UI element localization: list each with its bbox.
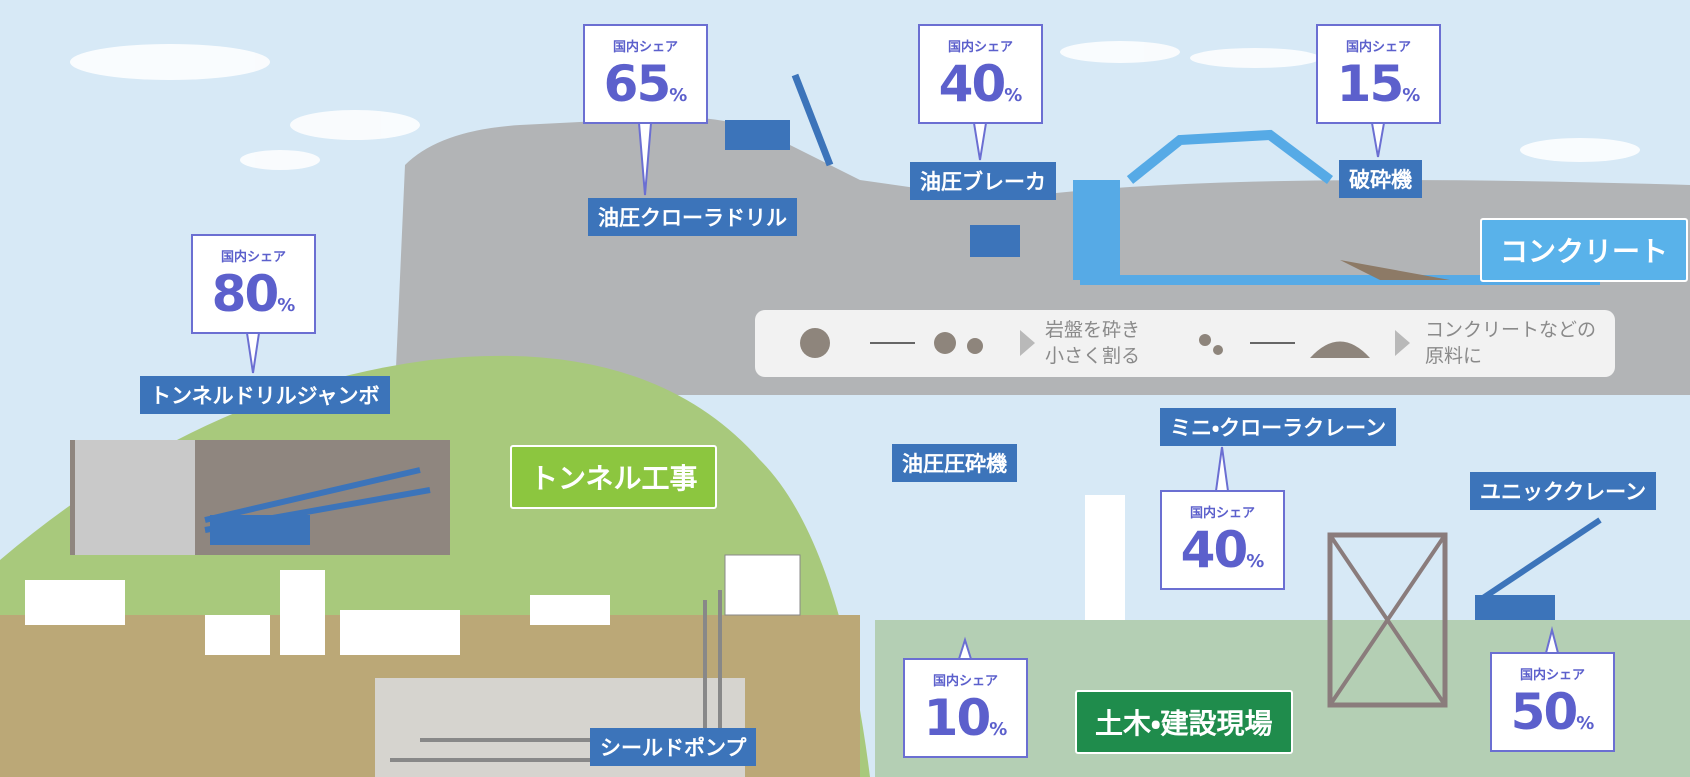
pointer <box>247 333 259 373</box>
product-label: 破砕機 <box>1339 160 1422 198</box>
share-unit: % <box>1246 551 1264 572</box>
share-value: 80% <box>193 265 314 335</box>
product-label: 油圧圧砕機 <box>892 444 1017 482</box>
share-number: 80 <box>212 265 278 323</box>
process-text: コンクリートなどの原料に <box>1425 317 1596 369</box>
product-label: ユニッククレーン <box>1470 472 1656 510</box>
share-value: 50% <box>1492 683 1613 753</box>
share-unit: % <box>277 295 295 316</box>
process-text: 岩盤を砕き小さく割る <box>1045 317 1140 369</box>
share-label: 国内シェア <box>1492 664 1613 683</box>
share-number: 50 <box>1511 683 1577 741</box>
share-label: 国内シェア <box>920 36 1041 55</box>
process-line: コンクリートなどの <box>1425 317 1596 343</box>
share-unit: % <box>1004 85 1022 106</box>
share-unit: % <box>669 85 687 106</box>
crawler-drill <box>725 120 790 150</box>
product-label: 油圧ブレーカ <box>910 162 1056 200</box>
share-label: 国内シェア <box>585 36 706 55</box>
product-label: ミニ・クローラクレーン <box>1160 408 1396 446</box>
share-unit: % <box>989 719 1007 740</box>
share-number: 65 <box>604 55 670 113</box>
share-number: 15 <box>1337 55 1403 113</box>
process-line: 小さく割る <box>1045 343 1140 369</box>
share-unit: % <box>1402 85 1420 106</box>
share-label: 国内シェア <box>1162 502 1283 521</box>
share-value: 40% <box>920 55 1041 125</box>
share-label: 国内シェア <box>1318 36 1439 55</box>
truck <box>1475 595 1555 620</box>
share-label: 国内シェア <box>193 246 314 265</box>
process-line: 原料に <box>1425 343 1596 369</box>
product-label: トンネルドリルジャンボ <box>140 376 390 414</box>
tunnel-ring <box>75 440 195 555</box>
share-number: 40 <box>1181 521 1247 579</box>
pump-house <box>725 555 800 615</box>
pointer <box>1372 123 1384 157</box>
process-line: 岩盤を砕き <box>1045 317 1140 343</box>
share-value: 65% <box>585 55 706 125</box>
product-label: 油圧クローラドリル <box>588 198 797 236</box>
drill-jumbo-body <box>210 515 310 545</box>
infographic: 国内シェア65%油圧クローラドリル国内シェア40%油圧ブレーカ国内シェア15%破… <box>0 0 1690 777</box>
product-label: シールドポンプ <box>590 728 756 766</box>
building <box>1085 495 1125 620</box>
share-value: 40% <box>1162 521 1283 591</box>
share-unit: % <box>1576 713 1594 734</box>
share-number: 10 <box>924 689 990 747</box>
unic-crane <box>1480 520 1600 600</box>
share-label: 国内シェア <box>905 670 1026 689</box>
pointer <box>1216 447 1228 491</box>
breaker <box>970 225 1020 257</box>
section-label: 土木・建設現場 <box>1075 690 1293 754</box>
section-label: トンネル工事 <box>510 445 717 509</box>
crusher-tower <box>1080 180 1120 280</box>
pointer <box>974 123 986 160</box>
share-number: 40 <box>939 55 1005 113</box>
share-value: 15% <box>1318 55 1439 125</box>
section-label: コンクリート <box>1480 218 1688 282</box>
share-value: 10% <box>905 689 1026 759</box>
